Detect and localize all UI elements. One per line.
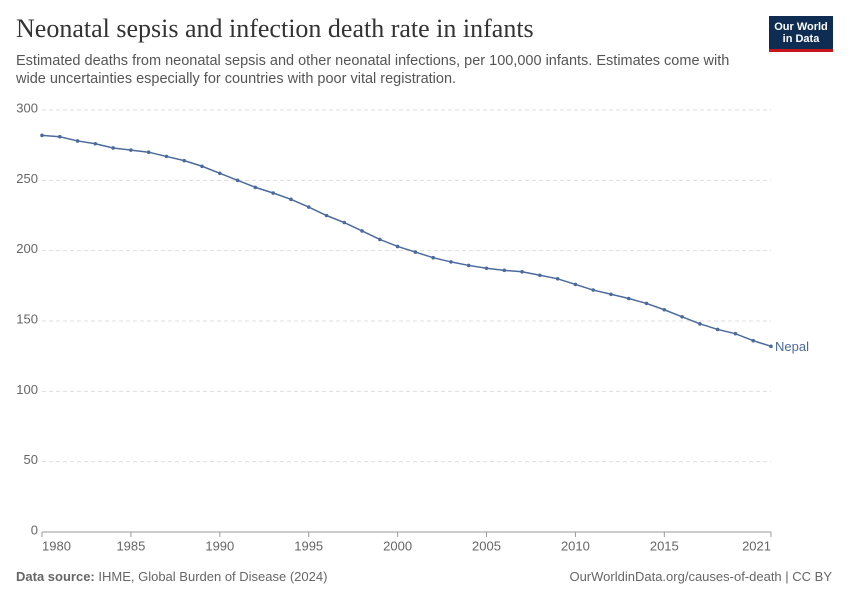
point — [93, 141, 98, 146]
point — [271, 191, 275, 195]
series-label: Nepal — [775, 339, 809, 354]
x-tick-label: 2010 — [561, 538, 590, 553]
point — [378, 237, 382, 242]
x-tick-label: 2000 — [383, 538, 412, 553]
x-tick-label: 2005 — [472, 538, 501, 553]
point — [449, 260, 453, 264]
logo-line: in Data — [782, 33, 820, 45]
point — [111, 146, 115, 150]
x-tick-label: 1985 — [116, 538, 145, 553]
point — [609, 292, 613, 297]
point — [662, 307, 667, 312]
y-tick-label: 300 — [16, 100, 38, 115]
y-tick-label: 100 — [16, 382, 38, 397]
x-tick-label: 1980 — [42, 538, 71, 553]
point — [502, 268, 507, 273]
line — [41, 134, 772, 348]
point — [751, 338, 756, 343]
y-tick-label: 0 — [31, 522, 38, 537]
chart: 0 50 100 150 200 250 300 1980 1985 1990 1995 2000 20… — [16, 100, 809, 553]
point — [715, 327, 720, 332]
point — [538, 273, 542, 278]
url[interactable]: OurWorldinData.org/causes-of-death | CC … — [569, 569, 832, 584]
point — [40, 133, 44, 138]
point — [182, 158, 187, 163]
y-tick-label: 50 — [24, 452, 38, 467]
source-text: IHME, Global Burden of Disease (2024) — [98, 569, 328, 584]
point — [235, 178, 240, 183]
point — [698, 322, 702, 326]
point — [164, 154, 169, 159]
point — [289, 197, 293, 202]
point — [253, 185, 258, 190]
x-tick-label: 1990 — [205, 538, 234, 553]
point — [520, 269, 524, 274]
point — [626, 296, 631, 301]
point — [769, 344, 773, 349]
point — [733, 331, 738, 336]
chart-subtitle: Estimated deaths from neonatal sepsis an… — [16, 53, 730, 87]
logo-line: Our World — [774, 21, 828, 33]
point — [413, 250, 418, 254]
point — [342, 220, 347, 225]
point — [466, 263, 471, 268]
point — [484, 266, 489, 271]
y-tick-label: 200 — [16, 241, 38, 256]
y-tick-label: 150 — [16, 311, 38, 326]
point — [573, 282, 578, 287]
x-tick-label: 2021 — [742, 538, 771, 553]
point — [218, 171, 222, 176]
source-label: Data source: — [16, 569, 95, 584]
point — [146, 150, 151, 154]
point — [75, 139, 80, 143]
point — [431, 255, 435, 260]
point — [591, 288, 595, 292]
point — [324, 213, 329, 218]
point — [395, 244, 400, 249]
point — [680, 314, 684, 319]
point — [57, 134, 62, 139]
source: Data source: IHME, Global Burden of Dise… — [16, 569, 327, 584]
y-tick-label: 250 — [16, 171, 38, 186]
point — [360, 229, 364, 233]
chart-title: Neonatal sepsis and infection death rate… — [16, 14, 534, 43]
point — [644, 301, 649, 306]
point — [129, 148, 133, 152]
point — [555, 277, 560, 281]
logo[interactable]: Our World in Data — [769, 16, 833, 52]
x-tick-label: 2015 — [650, 538, 679, 553]
point — [306, 205, 311, 209]
x-tick-label: 1995 — [294, 538, 323, 553]
point — [200, 164, 204, 169]
